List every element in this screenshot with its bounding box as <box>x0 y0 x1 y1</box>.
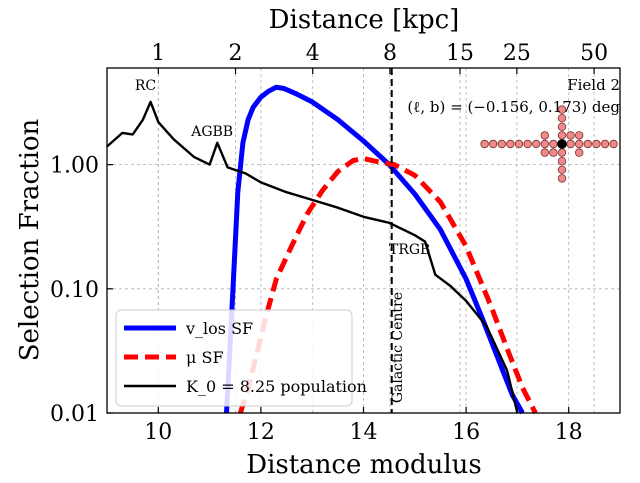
annotation: Galactic Centre <box>390 292 406 403</box>
x-tick-label: 18 <box>555 420 583 445</box>
field-marker <box>583 139 592 149</box>
field-marker <box>540 139 549 149</box>
field-marker <box>557 165 567 174</box>
legend-label: μ SF <box>186 348 224 367</box>
field-marker <box>532 139 541 149</box>
top-tick-label: 15 <box>446 41 474 66</box>
legend-label: v_los SF <box>185 319 253 338</box>
field-marker <box>557 156 567 166</box>
top-axis-title: Distance [kpc] <box>269 5 460 35</box>
x-tick-label: 10 <box>144 420 172 445</box>
top-tick-label: 2 <box>229 41 243 66</box>
field-inset <box>480 105 618 183</box>
y-tick-label: 1.00 <box>50 154 99 179</box>
field-marker <box>557 148 567 157</box>
field-marker <box>575 148 584 157</box>
top-tick-label: 8 <box>383 41 397 66</box>
series-line <box>224 84 525 415</box>
field-marker <box>600 139 610 149</box>
field-marker <box>497 139 506 149</box>
series-line <box>238 156 538 415</box>
legend-box <box>115 309 353 407</box>
field-marker <box>575 131 584 140</box>
field-marker <box>549 148 558 157</box>
curves <box>106 84 538 415</box>
y-tick-label: 0.01 <box>50 402 99 427</box>
field-marker <box>489 139 498 149</box>
field-marker <box>514 139 524 149</box>
x-tick-label: 12 <box>247 420 275 445</box>
top-tick-label: 1 <box>151 41 165 66</box>
series-line <box>106 100 519 414</box>
field-marker <box>557 122 567 131</box>
legend-label: K_0 = 8.25 population <box>186 377 367 396</box>
field-marker <box>557 174 567 183</box>
x-tick-label: 16 <box>452 420 480 445</box>
field-marker <box>540 148 549 157</box>
field-marker <box>575 139 584 149</box>
top-tick-label: 50 <box>580 41 608 66</box>
field-marker <box>480 139 489 149</box>
annotations: RC AGBB TRGB Galactic Centre <box>135 78 431 403</box>
y-tick-label: 0.10 <box>50 278 99 303</box>
y-axis-title: Selection Fraction <box>15 118 45 361</box>
field-marker <box>566 139 575 149</box>
annotation: AGBB <box>190 124 233 140</box>
field-marker <box>549 139 558 149</box>
coord-label: (ℓ, b) = (−0.156, 0.173) deg <box>407 98 620 116</box>
field-marker <box>557 113 567 123</box>
annotation: RC <box>135 78 156 94</box>
field-marker <box>592 139 601 149</box>
field-marker <box>609 139 618 149</box>
top-tick-label: 25 <box>503 41 531 66</box>
field-marker <box>506 139 515 149</box>
x-axis-title: Distance modulus <box>246 450 482 480</box>
legend: v_los SF μ SF K_0 = 8.25 population <box>115 309 367 407</box>
field-marker <box>557 105 567 114</box>
ticks: 10 12 14 16 180.010.101.001 2 4 8 15 25 50 <box>50 41 608 445</box>
top-tick-label: 4 <box>306 41 320 66</box>
field-label: Field 2 <box>567 76 620 94</box>
field-marker <box>566 131 575 140</box>
field-marker <box>540 131 549 140</box>
field-marker <box>557 131 567 140</box>
x-tick-label: 14 <box>350 420 378 445</box>
field-marker <box>523 139 532 149</box>
annotation: TRGB <box>389 242 430 258</box>
current-field-marker <box>557 139 567 149</box>
